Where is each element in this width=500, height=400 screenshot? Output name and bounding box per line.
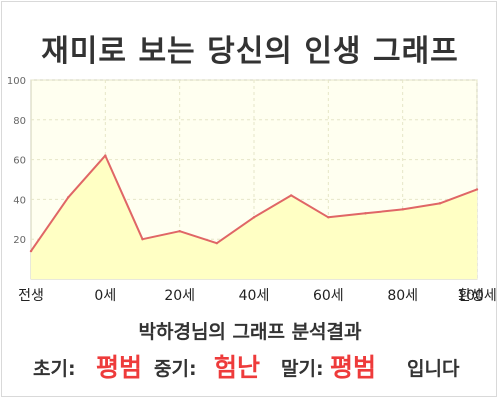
data-points bbox=[29, 154, 479, 253]
x-tick-label: 80세 bbox=[387, 288, 418, 304]
x-tick-label: 환생 bbox=[458, 288, 484, 304]
result-suffix: 입니다 bbox=[407, 358, 460, 380]
x-tick-label: 60세 bbox=[313, 288, 344, 304]
x-tick-label: 전생 bbox=[18, 288, 44, 304]
mid-label: 중기: bbox=[154, 358, 197, 380]
y-tick-label: 20 bbox=[13, 235, 26, 246]
data-point bbox=[104, 154, 107, 157]
data-point bbox=[178, 230, 181, 233]
y-tick-label: 40 bbox=[13, 195, 26, 206]
data-point bbox=[141, 238, 144, 241]
mid-value: 험난 bbox=[214, 353, 261, 382]
data-point bbox=[66, 196, 70, 199]
y-tick-label: 60 bbox=[13, 156, 26, 167]
data-point bbox=[475, 188, 479, 191]
data-point bbox=[438, 202, 442, 205]
x-tick-label: 100세 bbox=[457, 288, 497, 304]
data-point bbox=[364, 212, 367, 215]
y-tick-label: 80 bbox=[13, 116, 26, 127]
data-point bbox=[215, 241, 219, 245]
page-title: 재미로 보는 당신의 인생 그래프 bbox=[41, 34, 459, 69]
data-point bbox=[252, 216, 256, 219]
late-value: 평범 bbox=[330, 353, 377, 382]
late-label: 말기: bbox=[281, 358, 324, 380]
y-tick-label: 100 bbox=[7, 76, 26, 87]
x-tick-label: 0세 bbox=[94, 288, 116, 304]
result-heading: 박하경님의 그래프 분석결과 bbox=[138, 321, 362, 343]
x-tick-label: 40세 bbox=[239, 288, 270, 304]
early-label: 초기: bbox=[33, 358, 76, 380]
data-point bbox=[327, 216, 330, 219]
early-value: 평범 bbox=[96, 353, 143, 382]
result-summary: 초기: 평범 중기: 험난 말기: 평범 입니다 bbox=[0, 344, 500, 384]
data-point bbox=[289, 194, 293, 197]
data-point bbox=[401, 208, 404, 211]
x-tick-label: 20세 bbox=[164, 288, 195, 304]
y-axis-ticks: 20 40 60 80 100 bbox=[7, 76, 26, 246]
data-point bbox=[29, 249, 33, 253]
